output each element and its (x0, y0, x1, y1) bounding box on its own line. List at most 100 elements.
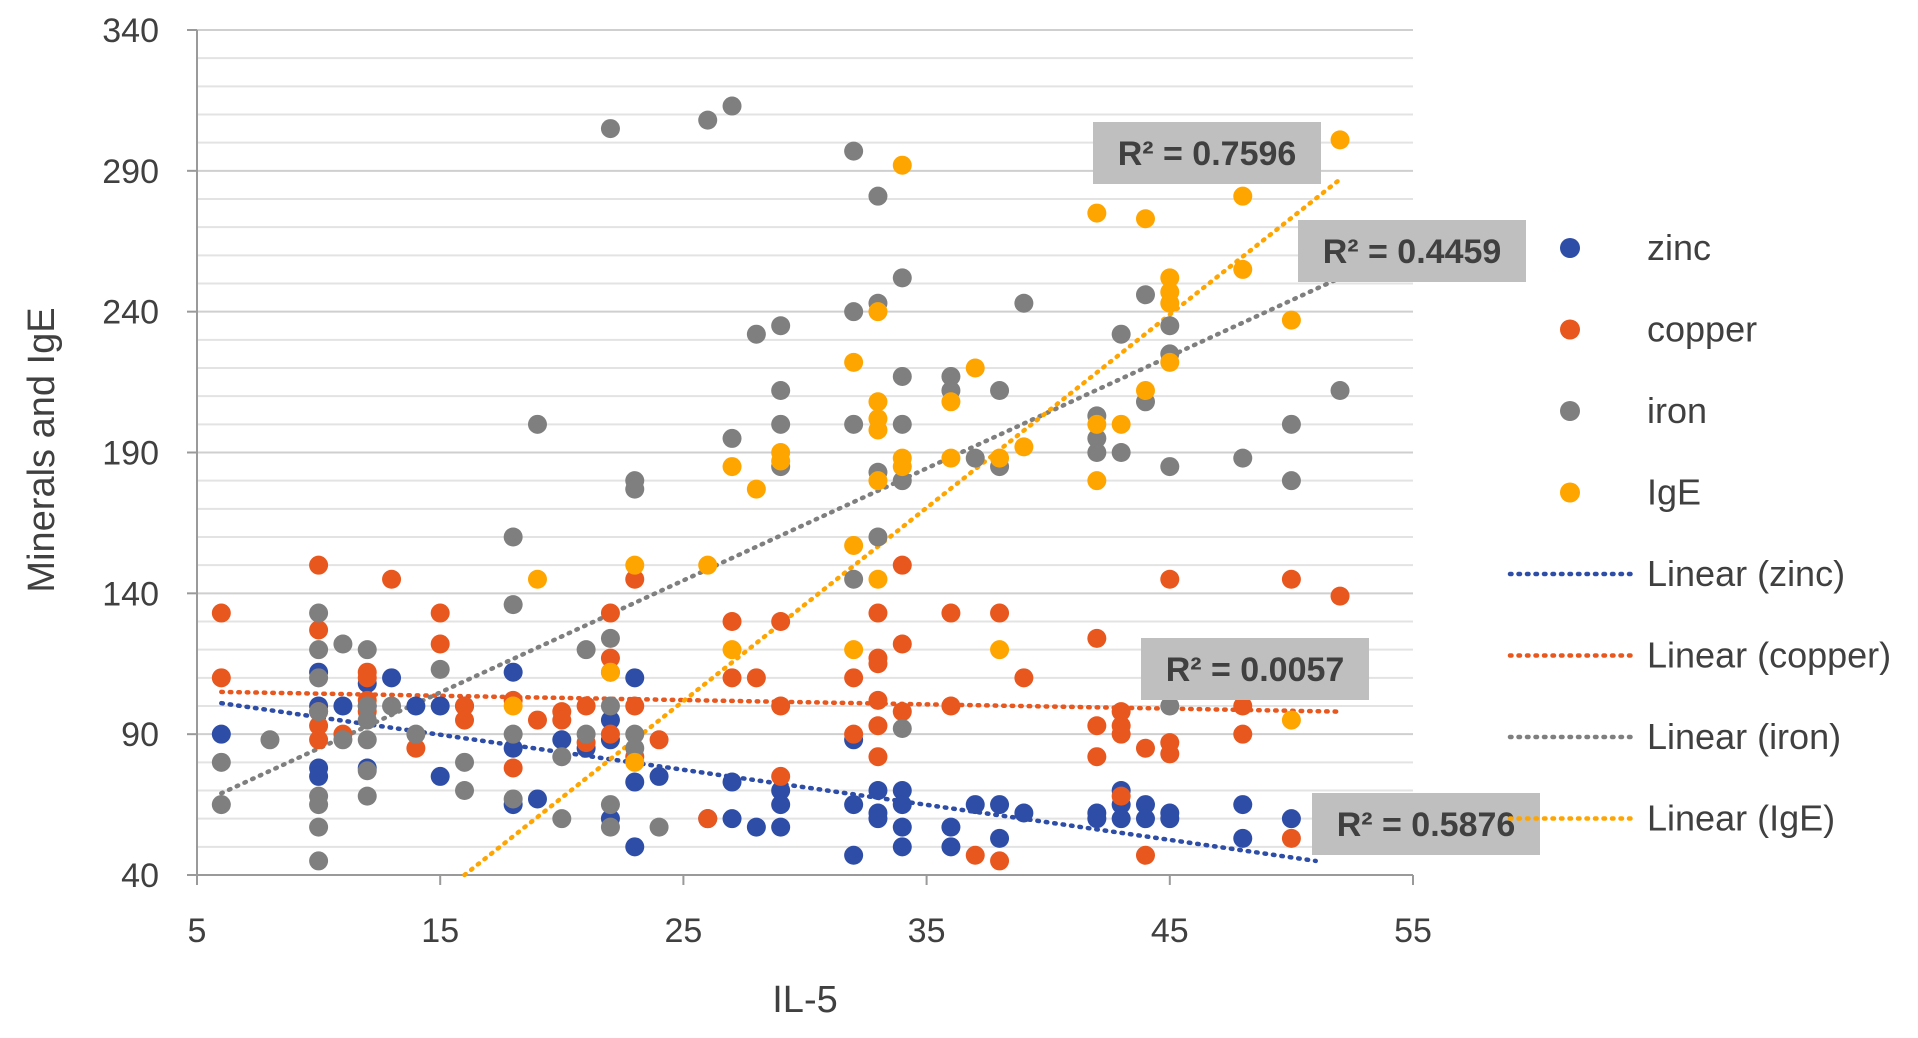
point-copper (868, 747, 888, 767)
point-iron (625, 738, 645, 758)
point-copper (1111, 724, 1131, 744)
point-zinc (722, 772, 742, 792)
point-copper (600, 724, 620, 744)
y-axis-title: Minerals and IgE (21, 307, 63, 592)
point-copper (552, 710, 572, 730)
point-copper (771, 612, 791, 631)
point-iron (844, 141, 864, 161)
point-iron (844, 302, 864, 322)
point-iron (1111, 324, 1131, 344)
point-copper (1111, 786, 1131, 806)
point-iron (357, 786, 377, 806)
point-zinc (892, 781, 912, 800)
r2-label-copper: R² = 0.0057 (1166, 651, 1345, 689)
point-zinc (868, 781, 888, 800)
legend-marker-zinc (1560, 238, 1580, 258)
point-iron (892, 471, 912, 491)
point-zinc (771, 781, 791, 800)
point-copper (771, 696, 791, 716)
point-iron (309, 668, 329, 688)
point-ige (527, 569, 547, 589)
point-ige (698, 555, 718, 575)
point-iron (382, 696, 402, 716)
x-tick-label: 55 (1394, 912, 1432, 950)
point-copper (868, 716, 888, 736)
point-copper (309, 716, 329, 736)
point-copper (1087, 747, 1107, 767)
point-copper (649, 730, 669, 750)
point-copper (309, 730, 329, 750)
point-zinc (1135, 795, 1155, 815)
point-ige (1233, 259, 1253, 279)
point-copper (965, 845, 985, 865)
point-iron (211, 752, 231, 772)
point-ige (990, 448, 1010, 468)
point-copper (1160, 744, 1180, 764)
point-iron (746, 324, 766, 344)
point-iron (211, 795, 231, 815)
point-iron (771, 414, 791, 434)
point-iron (868, 186, 888, 206)
point-zinc (1135, 809, 1155, 829)
point-iron (1111, 443, 1131, 462)
y-tick-label: 190 (102, 435, 159, 473)
point-iron (892, 719, 912, 739)
point-iron (406, 724, 426, 744)
point-iron (552, 809, 572, 829)
point-ige (1160, 352, 1180, 372)
point-iron (990, 381, 1010, 401)
r2-box-zinc (1312, 793, 1540, 855)
point-iron (1160, 696, 1180, 716)
point-ige (1233, 186, 1253, 206)
point-ige (1014, 437, 1034, 457)
point-iron (309, 817, 329, 837)
point-zinc (406, 696, 426, 716)
point-copper (722, 668, 742, 688)
point-iron (722, 428, 742, 448)
point-iron (649, 817, 669, 837)
point-iron (600, 628, 620, 648)
point-zinc (430, 766, 450, 786)
r2-label-ige: R² = 0.7596 (1118, 135, 1297, 173)
point-iron (357, 710, 377, 730)
point-copper (1281, 569, 1301, 589)
point-zinc (649, 766, 669, 786)
point-ige (990, 640, 1010, 660)
point-zinc (941, 837, 961, 857)
legend-label-zinc: zinc (1647, 227, 1711, 268)
point-zinc (722, 809, 742, 829)
point-copper (1330, 586, 1350, 606)
point-copper (211, 668, 231, 688)
point-iron (357, 640, 377, 660)
point-zinc (892, 795, 912, 815)
point-zinc (211, 724, 231, 744)
point-iron (600, 119, 620, 139)
point-copper (990, 603, 1010, 623)
point-zinc (527, 789, 547, 809)
point-iron (600, 696, 620, 716)
point-zinc (382, 668, 402, 688)
point-zinc (844, 795, 864, 815)
point-copper (1014, 668, 1034, 688)
point-copper (1111, 702, 1131, 722)
point-copper (211, 603, 231, 623)
point-iron (892, 366, 912, 386)
point-ige (722, 640, 742, 660)
point-iron (357, 696, 377, 716)
point-copper (455, 696, 475, 716)
point-iron (1135, 285, 1155, 305)
point-iron (600, 817, 620, 837)
point-copper (576, 696, 596, 716)
point-iron (600, 795, 620, 815)
point-iron (892, 268, 912, 288)
point-iron (698, 110, 718, 130)
point-ige (868, 302, 888, 322)
point-copper (357, 668, 377, 688)
y-tick-label: 240 (102, 294, 159, 332)
point-copper (844, 668, 864, 688)
point-iron (1281, 414, 1301, 434)
point-copper (309, 555, 329, 575)
point-iron (552, 747, 572, 767)
axes (187, 29, 1414, 885)
point-zinc (1233, 828, 1253, 848)
